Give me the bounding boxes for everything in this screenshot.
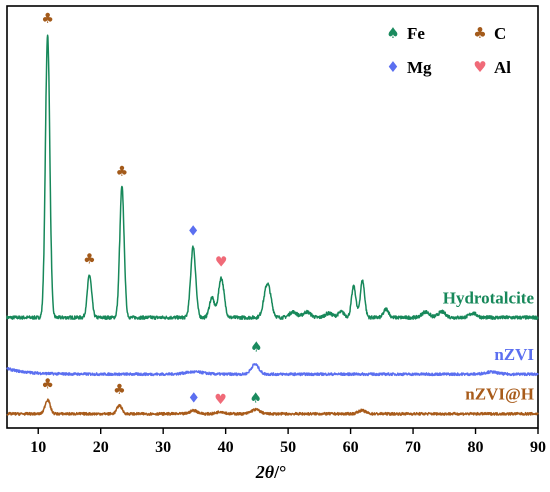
peak-marker-spade-icon: ♠: [250, 340, 263, 356]
x-tick-label-60: 60: [343, 439, 359, 456]
series-label-nzvi: nZVI: [494, 345, 534, 364]
series-line-hydrotalcite: [6, 34, 539, 320]
x-tick-label-70: 70: [405, 439, 421, 456]
x-tick-label-90: 90: [530, 439, 546, 456]
x-tick-label-30: 30: [155, 439, 171, 456]
x-axis-title: 2θ/°: [255, 462, 287, 482]
peak-marker-spade-icon: ♠: [249, 391, 262, 407]
peak-marker-club-icon: ♣: [41, 376, 54, 392]
peak-marker-heart-icon: ♥: [215, 255, 228, 271]
series-line-nzvi-h: [6, 398, 539, 416]
legend-item-mg: ♦ Mg: [386, 58, 432, 77]
legend-item-fe: ♠ Fe: [386, 24, 425, 43]
peak-marker-club-icon: ♣: [41, 11, 54, 27]
legend-label-mg: Mg: [407, 58, 432, 77]
series-label-hydrotalcite: Hydrotalcite: [443, 288, 535, 307]
legend-diamond-icon: ♦: [386, 58, 399, 76]
legend-heart-icon: ♥: [473, 58, 486, 76]
legend-spade-icon: ♠: [386, 24, 399, 42]
x-tick-label-80: 80: [468, 439, 484, 456]
plot-frame: [6, 5, 539, 429]
legend-label-c: C: [494, 24, 506, 43]
legend-item-al: ♥ Al: [473, 58, 511, 77]
peak-marker-diamond-icon: ♦: [188, 391, 201, 407]
x-tick-label-50: 50: [280, 439, 296, 456]
x-tick-label-10: 10: [30, 439, 46, 456]
legend-club-icon: ♣: [473, 24, 486, 42]
x-axis-title-symbol: 2θ: [255, 462, 275, 482]
legend-label-fe: Fe: [407, 24, 425, 43]
x-tick-label-40: 40: [218, 439, 234, 456]
x-tick-label-20: 20: [93, 439, 109, 456]
series-labels: Hydrotalcite nZVI nZVI@H: [443, 288, 535, 403]
series-line-nzvi: [6, 363, 539, 377]
peak-marker-club-icon: ♣: [116, 164, 129, 180]
legend-label-al: Al: [494, 58, 511, 77]
x-axis-ticks: 10 20 30 40 50 60 70 80 90: [30, 428, 546, 456]
peak-marker-club-icon: ♣: [83, 252, 96, 268]
marker-layer: ♣ ♣ ♣ ♦ ♥ ♠ ♣ ♣ ♦ ♥ ♠: [41, 11, 262, 408]
legend-item-c: ♣ C: [473, 24, 506, 43]
x-axis-title-unit: /°: [273, 462, 286, 482]
peak-marker-heart-icon: ♥: [214, 392, 227, 408]
peak-marker-diamond-icon: ♦: [187, 223, 200, 239]
legend: ♠ Fe ♣ C♦ Mg ♥ Al: [386, 24, 511, 77]
series-layer: [6, 34, 539, 416]
series-label-nzvi-h: nZVI@H: [465, 385, 534, 404]
peak-marker-club-icon: ♣: [113, 382, 126, 398]
